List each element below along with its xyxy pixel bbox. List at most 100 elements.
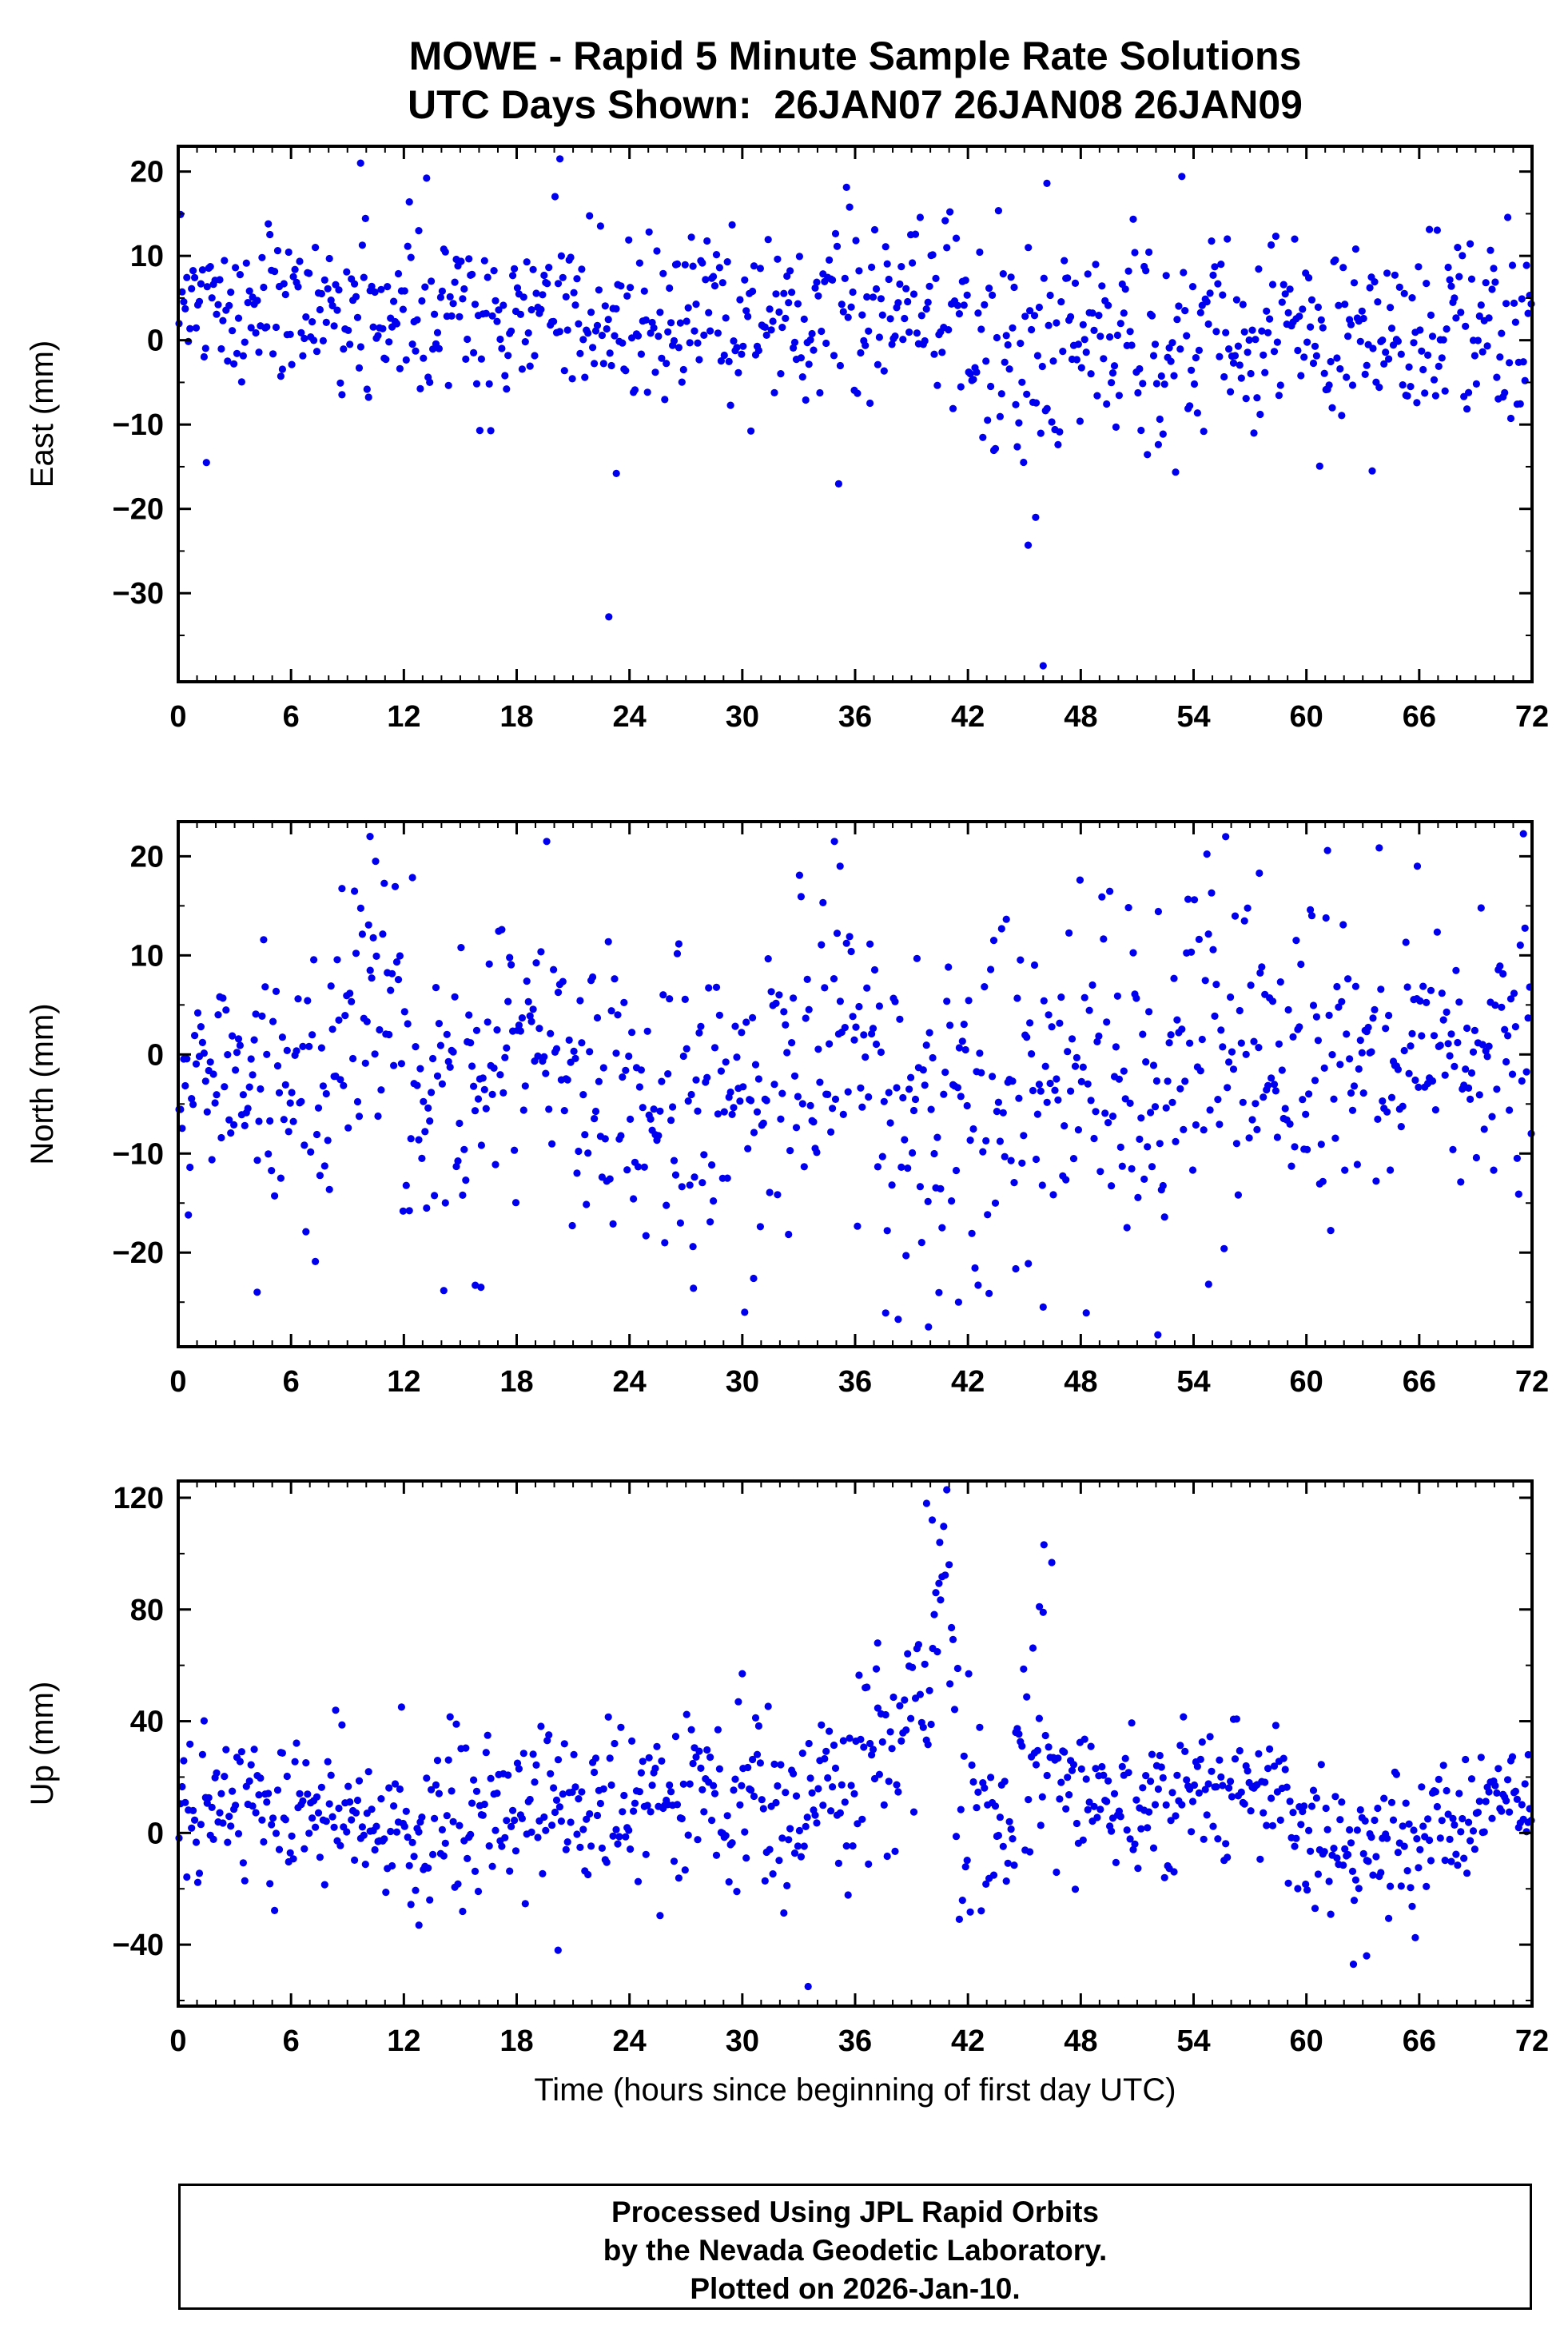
data-point [1151,1103,1160,1111]
data-point [504,352,512,360]
data-point [551,1808,559,1817]
data-point [1268,1821,1277,1829]
data-point [1382,348,1390,356]
data-point [1327,1227,1335,1235]
data-point [631,1799,639,1807]
data-point [338,1721,346,1729]
data-point [946,1680,954,1688]
data-point [1195,935,1203,943]
data-point [1176,1085,1184,1093]
data-point [1467,1095,1474,1103]
data-point [1275,392,1283,400]
data-point [426,1896,434,1904]
data-point [1457,309,1465,317]
data-point [1524,309,1532,317]
data-point [599,1064,607,1072]
data-point [308,1031,316,1039]
processing-note-line2: by the Nevada Geodetic Laboratory. [603,2234,1108,2267]
panel-frame [177,820,1534,1348]
data-point [1336,1061,1344,1069]
data-point [1307,323,1315,331]
data-point [1206,289,1214,297]
data-point [1351,1876,1359,1884]
data-point [679,1052,687,1061]
data-point [1322,1804,1330,1813]
data-point [620,1791,628,1800]
data-point [1104,301,1112,309]
data-point [1397,350,1405,358]
data-point [1118,1762,1126,1770]
data-point [567,1818,575,1826]
data-point [751,1061,760,1069]
data-point [312,348,321,356]
data-point [909,1149,917,1157]
data-point [178,1125,186,1133]
data-point [573,275,581,283]
data-point [1491,1001,1499,1009]
y-tick-label: 80 [130,1594,164,1627]
data-point [221,257,229,265]
data-point [684,1097,692,1105]
data-point [1170,372,1178,380]
data-point [289,273,297,281]
data-point [1387,324,1396,332]
data-point [783,1049,791,1057]
data-point [1518,1077,1526,1085]
data-point [273,247,282,255]
data-point [1353,1826,1361,1834]
x-tick-label: 60 [1290,1365,1323,1399]
data-point [1142,267,1150,275]
data-point [280,280,288,288]
data-point [1098,893,1106,901]
data-point [1447,282,1455,290]
data-point [1347,1089,1355,1097]
data-point [441,1199,449,1207]
data-point [703,1073,711,1081]
data-point [281,1081,289,1089]
data-point [1347,1839,1355,1847]
data-point [524,997,532,1005]
data-point [974,1281,982,1289]
data-point [554,280,563,288]
data-point [1204,930,1212,938]
data-point [647,1115,655,1123]
data-point [794,1093,802,1101]
data-point [591,360,599,368]
data-point [429,1054,437,1063]
data-point [1064,1048,1072,1056]
data-point [408,1838,416,1846]
data-point [643,1027,651,1035]
data-point [1474,336,1482,344]
data-point [1123,1224,1131,1232]
data-point [927,1720,935,1729]
data-point [440,1287,448,1295]
data-point [488,1090,496,1098]
data-point [518,1014,527,1022]
data-point [666,284,674,293]
data-point [385,1784,393,1792]
data-point [384,283,392,291]
data-point [294,995,302,1003]
data-point [1430,1032,1439,1040]
data-point [782,314,790,322]
data-point [640,287,648,295]
data-point [1053,1868,1061,1877]
data-point [1002,915,1010,923]
data-point [1297,960,1305,969]
data-point [507,327,515,335]
data-point [457,944,465,952]
data-point [1312,1013,1320,1021]
data-point [1427,311,1435,319]
data-point [1430,376,1439,384]
data-point [433,1757,442,1765]
data-point [355,364,364,372]
data-point [1180,269,1188,277]
data-point [1331,1134,1339,1142]
data-point [830,838,838,846]
data-point [667,319,675,327]
data-point [394,269,403,278]
data-point [997,390,1005,398]
data-point [631,386,639,394]
data-point [1002,1877,1010,1885]
data-point [1399,1102,1407,1110]
